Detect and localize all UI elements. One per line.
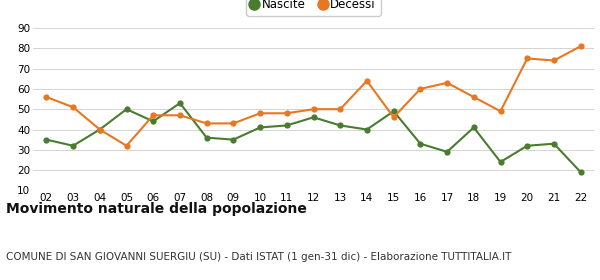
- Decessi: [337, 108, 344, 111]
- Decessi: [364, 79, 371, 82]
- Decessi: [310, 108, 317, 111]
- Text: Movimento naturale della popolazione: Movimento naturale della popolazione: [6, 202, 307, 216]
- Nascite: [577, 171, 584, 174]
- Nascite: [283, 124, 290, 127]
- Nascite: [417, 142, 424, 145]
- Nascite: [310, 116, 317, 119]
- Nascite: [364, 128, 371, 131]
- Decessi: [524, 57, 531, 60]
- Text: COMUNE DI SAN GIOVANNI SUERGIU (SU) - Dati ISTAT (1 gen-31 dic) - Elaborazione T: COMUNE DI SAN GIOVANNI SUERGIU (SU) - Da…: [6, 252, 511, 262]
- Decessi: [443, 81, 451, 85]
- Nascite: [149, 120, 157, 123]
- Nascite: [524, 144, 531, 148]
- Decessi: [149, 114, 157, 117]
- Nascite: [256, 126, 263, 129]
- Decessi: [230, 122, 237, 125]
- Line: Decessi: Decessi: [43, 43, 584, 149]
- Decessi: [283, 111, 290, 115]
- Decessi: [497, 109, 504, 113]
- Nascite: [390, 109, 397, 113]
- Decessi: [417, 87, 424, 91]
- Decessi: [70, 106, 77, 109]
- Decessi: [176, 114, 184, 117]
- Nascite: [203, 136, 210, 139]
- Decessi: [123, 144, 130, 148]
- Decessi: [577, 45, 584, 48]
- Nascite: [550, 142, 557, 145]
- Decessi: [256, 111, 263, 115]
- Nascite: [176, 101, 184, 105]
- Decessi: [390, 116, 397, 119]
- Line: Nascite: Nascite: [43, 100, 584, 175]
- Nascite: [43, 138, 50, 141]
- Nascite: [470, 126, 478, 129]
- Nascite: [443, 150, 451, 153]
- Nascite: [230, 138, 237, 141]
- Nascite: [96, 128, 103, 131]
- Decessi: [470, 95, 478, 99]
- Decessi: [43, 95, 50, 99]
- Nascite: [337, 124, 344, 127]
- Nascite: [70, 144, 77, 148]
- Nascite: [497, 160, 504, 164]
- Decessi: [96, 128, 103, 131]
- Nascite: [123, 108, 130, 111]
- Decessi: [550, 59, 557, 62]
- Decessi: [203, 122, 210, 125]
- Legend: Nascite, Decessi: Nascite, Decessi: [247, 0, 380, 16]
